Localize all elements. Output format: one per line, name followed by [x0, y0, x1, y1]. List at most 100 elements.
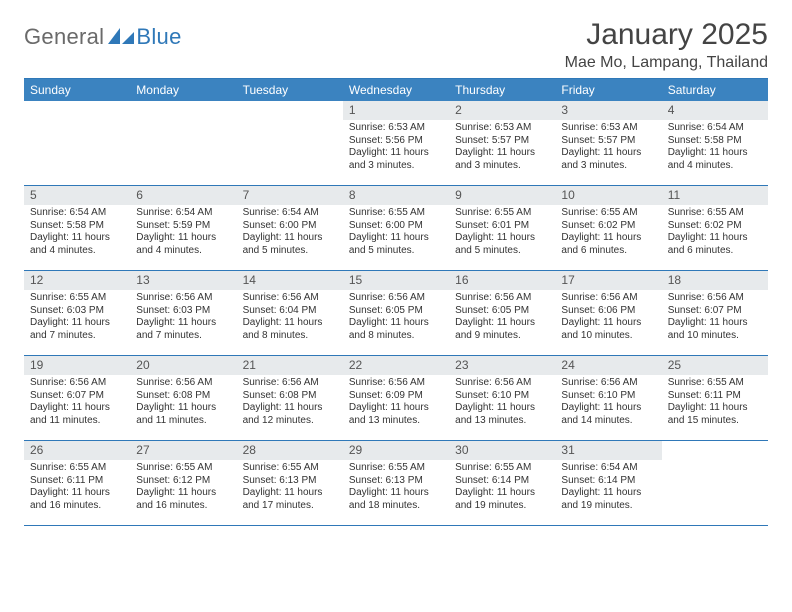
brand-logo: General Blue: [24, 24, 182, 50]
day-detail: Sunrise: 6:56 AMSunset: 6:07 PMDaylight:…: [24, 375, 130, 431]
day-detail-line: Sunrise: 6:53 AM: [455, 122, 549, 135]
day-number: 13: [130, 271, 236, 290]
day-detail-line: Daylight: 11 hours and 5 minutes.: [243, 232, 337, 257]
day-detail-line: Daylight: 11 hours and 7 minutes.: [30, 317, 124, 342]
day-detail-line: Daylight: 11 hours and 4 minutes.: [136, 232, 230, 257]
day-detail-line: Sunrise: 6:56 AM: [455, 377, 549, 390]
day-detail-line: Daylight: 11 hours and 5 minutes.: [455, 232, 549, 257]
day-detail-line: Sunrise: 6:55 AM: [136, 462, 230, 475]
calendar-day-cell: 21Sunrise: 6:56 AMSunset: 6:08 PMDayligh…: [237, 356, 343, 440]
day-number: 26: [24, 441, 130, 460]
calendar-day-cell: 24Sunrise: 6:56 AMSunset: 6:10 PMDayligh…: [555, 356, 661, 440]
day-detail: Sunrise: 6:55 AMSunset: 6:12 PMDaylight:…: [130, 460, 236, 516]
day-detail-line: Daylight: 11 hours and 3 minutes.: [349, 147, 443, 172]
day-detail-line: Daylight: 11 hours and 16 minutes.: [30, 487, 124, 512]
calendar-day-cell: 28Sunrise: 6:55 AMSunset: 6:13 PMDayligh…: [237, 441, 343, 525]
day-detail: Sunrise: 6:55 AMSunset: 6:02 PMDaylight:…: [662, 205, 768, 261]
day-detail-line: Sunset: 5:56 PM: [349, 135, 443, 148]
day-detail-line: Sunset: 5:58 PM: [668, 135, 762, 148]
day-number: 28: [237, 441, 343, 460]
calendar-day-cell: 7Sunrise: 6:54 AMSunset: 6:00 PMDaylight…: [237, 186, 343, 270]
day-detail-line: Daylight: 11 hours and 5 minutes.: [349, 232, 443, 257]
day-detail-line: Daylight: 11 hours and 13 minutes.: [455, 402, 549, 427]
day-number: 21: [237, 356, 343, 375]
day-detail-line: Daylight: 11 hours and 19 minutes.: [455, 487, 549, 512]
day-detail: Sunrise: 6:56 AMSunset: 6:10 PMDaylight:…: [449, 375, 555, 431]
day-detail: Sunrise: 6:55 AMSunset: 6:13 PMDaylight:…: [237, 460, 343, 516]
day-detail-line: Sunrise: 6:55 AM: [561, 207, 655, 220]
day-detail: [24, 120, 130, 126]
calendar-day-cell: 26Sunrise: 6:55 AMSunset: 6:11 PMDayligh…: [24, 441, 130, 525]
day-detail-line: Sunrise: 6:56 AM: [668, 292, 762, 305]
calendar-day-cell: 6Sunrise: 6:54 AMSunset: 5:59 PMDaylight…: [130, 186, 236, 270]
day-detail-line: Sunrise: 6:54 AM: [668, 122, 762, 135]
calendar-day-cell: 9Sunrise: 6:55 AMSunset: 6:01 PMDaylight…: [449, 186, 555, 270]
day-number: 7: [237, 186, 343, 205]
day-detail-line: Daylight: 11 hours and 10 minutes.: [561, 317, 655, 342]
calendar-day-cell: 30Sunrise: 6:55 AMSunset: 6:14 PMDayligh…: [449, 441, 555, 525]
day-detail: Sunrise: 6:56 AMSunset: 6:07 PMDaylight:…: [662, 290, 768, 346]
weekday-header: Saturday: [662, 79, 768, 101]
day-detail: Sunrise: 6:55 AMSunset: 6:13 PMDaylight:…: [343, 460, 449, 516]
day-number: 8: [343, 186, 449, 205]
day-detail: Sunrise: 6:56 AMSunset: 6:09 PMDaylight:…: [343, 375, 449, 431]
day-detail: Sunrise: 6:53 AMSunset: 5:57 PMDaylight:…: [555, 120, 661, 176]
calendar-day-cell: 1Sunrise: 6:53 AMSunset: 5:56 PMDaylight…: [343, 101, 449, 185]
calendar-day-cell: 8Sunrise: 6:55 AMSunset: 6:00 PMDaylight…: [343, 186, 449, 270]
day-detail-line: Sunrise: 6:54 AM: [136, 207, 230, 220]
calendar-day-cell: 10Sunrise: 6:55 AMSunset: 6:02 PMDayligh…: [555, 186, 661, 270]
weekday-header: Sunday: [24, 79, 130, 101]
day-detail-line: Sunset: 6:03 PM: [30, 305, 124, 318]
day-detail-line: Sunrise: 6:55 AM: [668, 207, 762, 220]
calendar-day-cell: [24, 101, 130, 185]
day-number: 14: [237, 271, 343, 290]
day-number: 12: [24, 271, 130, 290]
day-detail-line: Sunrise: 6:54 AM: [243, 207, 337, 220]
day-detail: Sunrise: 6:54 AMSunset: 6:00 PMDaylight:…: [237, 205, 343, 261]
day-number: 1: [343, 101, 449, 120]
calendar-day-cell: 19Sunrise: 6:56 AMSunset: 6:07 PMDayligh…: [24, 356, 130, 440]
day-detail-line: Daylight: 11 hours and 12 minutes.: [243, 402, 337, 427]
day-detail: Sunrise: 6:56 AMSunset: 6:04 PMDaylight:…: [237, 290, 343, 346]
calendar-day-cell: [130, 101, 236, 185]
calendar-week-row: 12Sunrise: 6:55 AMSunset: 6:03 PMDayligh…: [24, 271, 768, 356]
calendar-day-cell: 22Sunrise: 6:56 AMSunset: 6:09 PMDayligh…: [343, 356, 449, 440]
day-number: 30: [449, 441, 555, 460]
day-detail-line: Sunset: 6:07 PM: [30, 390, 124, 403]
calendar-day-cell: 20Sunrise: 6:56 AMSunset: 6:08 PMDayligh…: [130, 356, 236, 440]
day-detail-line: Daylight: 11 hours and 14 minutes.: [561, 402, 655, 427]
day-detail-line: Sunrise: 6:56 AM: [243, 292, 337, 305]
day-detail: Sunrise: 6:55 AMSunset: 6:02 PMDaylight:…: [555, 205, 661, 261]
day-detail-line: Sunset: 6:02 PM: [668, 220, 762, 233]
day-detail-line: Daylight: 11 hours and 11 minutes.: [136, 402, 230, 427]
day-number: 20: [130, 356, 236, 375]
day-detail-line: Sunset: 6:10 PM: [561, 390, 655, 403]
day-detail-line: Sunset: 5:58 PM: [30, 220, 124, 233]
day-detail-line: Sunset: 6:05 PM: [455, 305, 549, 318]
day-detail-line: Sunrise: 6:56 AM: [30, 377, 124, 390]
day-detail-line: Sunset: 6:11 PM: [668, 390, 762, 403]
day-number: 9: [449, 186, 555, 205]
day-detail-line: Daylight: 11 hours and 16 minutes.: [136, 487, 230, 512]
weeks-container: 1Sunrise: 6:53 AMSunset: 5:56 PMDaylight…: [24, 101, 768, 526]
calendar-day-cell: [237, 101, 343, 185]
day-number: 19: [24, 356, 130, 375]
day-detail-line: Sunset: 6:10 PM: [455, 390, 549, 403]
day-detail-line: Sunset: 6:00 PM: [243, 220, 337, 233]
day-detail-line: Sunrise: 6:53 AM: [561, 122, 655, 135]
day-detail-line: Sunset: 6:14 PM: [561, 475, 655, 488]
brand-sail-icon: [108, 26, 134, 49]
calendar-day-cell: 29Sunrise: 6:55 AMSunset: 6:13 PMDayligh…: [343, 441, 449, 525]
day-detail-line: Daylight: 11 hours and 11 minutes.: [30, 402, 124, 427]
calendar-day-cell: 12Sunrise: 6:55 AMSunset: 6:03 PMDayligh…: [24, 271, 130, 355]
day-number: 10: [555, 186, 661, 205]
calendar-day-cell: 4Sunrise: 6:54 AMSunset: 5:58 PMDaylight…: [662, 101, 768, 185]
day-detail-line: Sunset: 5:59 PM: [136, 220, 230, 233]
day-detail-line: Sunset: 6:00 PM: [349, 220, 443, 233]
day-detail: Sunrise: 6:53 AMSunset: 5:57 PMDaylight:…: [449, 120, 555, 176]
day-detail-line: Daylight: 11 hours and 18 minutes.: [349, 487, 443, 512]
day-detail-line: Daylight: 11 hours and 15 minutes.: [668, 402, 762, 427]
day-detail-line: Sunset: 6:13 PM: [243, 475, 337, 488]
calendar-day-cell: 3Sunrise: 6:53 AMSunset: 5:57 PMDaylight…: [555, 101, 661, 185]
day-detail-line: Daylight: 11 hours and 7 minutes.: [136, 317, 230, 342]
